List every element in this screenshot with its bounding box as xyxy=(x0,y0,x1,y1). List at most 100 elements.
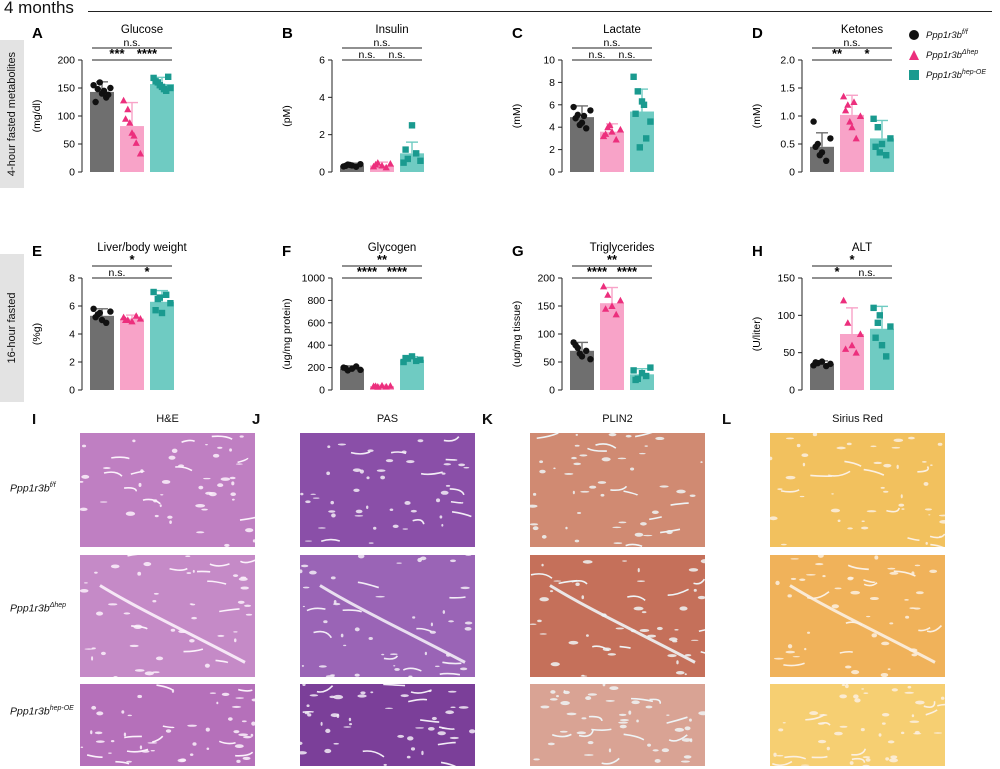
y-axis-label: (mM) xyxy=(751,104,763,129)
legend-item-dhep: Ppp1r3bΔhep xyxy=(908,48,978,62)
data-point xyxy=(372,382,380,389)
data-point xyxy=(576,121,583,129)
data-point xyxy=(96,79,104,86)
panel-letter: G xyxy=(512,243,524,260)
data-point xyxy=(638,98,646,105)
y-tick-label: 600 xyxy=(307,317,325,329)
y-tick-label: 100 xyxy=(777,310,795,322)
legend-circle-marker xyxy=(908,29,920,41)
data-point xyxy=(90,82,97,89)
histology-title-l: Sirius Red xyxy=(832,413,883,425)
legend-triangle-marker xyxy=(908,49,920,61)
data-point xyxy=(126,119,134,126)
significance-label: * xyxy=(834,264,840,279)
data-point xyxy=(372,160,380,168)
y-tick-label: 0 xyxy=(319,167,325,179)
panel-title: Glycogen xyxy=(368,242,417,254)
data-point xyxy=(852,349,860,356)
significance-label: n.s. xyxy=(359,49,376,61)
y-tick-label: 2 xyxy=(319,129,325,141)
y-tick-label: 0.5 xyxy=(780,139,795,151)
data-point xyxy=(580,112,588,120)
legend-label-dhep: Ppp1r3bΔhep xyxy=(926,48,979,62)
chart-panel-g: G Triglycerides (ug/mg tissue) 0 50 100 150 200… xyxy=(511,242,655,397)
y-tick-label: 0 xyxy=(549,167,555,179)
data-point xyxy=(167,300,174,307)
significance-label: n.s. xyxy=(124,37,141,49)
data-point xyxy=(887,323,894,330)
significance-label: ** xyxy=(377,252,388,267)
data-point xyxy=(604,291,612,298)
data-point xyxy=(630,367,637,374)
y-tick-label: 6 xyxy=(319,55,325,67)
histology-image-he-row-2 xyxy=(80,555,255,677)
histology-image-plin-row-1 xyxy=(530,433,705,547)
data-point xyxy=(132,312,140,319)
data-point xyxy=(576,350,583,357)
panel-title: Ketones xyxy=(841,24,883,36)
y-tick-label: 50 xyxy=(63,139,75,151)
bar-Δhep xyxy=(600,303,624,390)
data-point xyxy=(876,149,883,156)
data-point xyxy=(122,316,130,323)
data-point xyxy=(107,84,114,92)
data-point xyxy=(827,360,834,368)
data-point xyxy=(634,88,641,95)
data-point xyxy=(876,312,883,319)
data-point xyxy=(346,161,353,169)
data-point xyxy=(856,112,864,119)
bar-Δhep xyxy=(370,165,394,172)
data-point xyxy=(94,85,102,93)
y-tick-label: 1.0 xyxy=(780,111,795,123)
legend-label-ff: Ppp1r3bf/f xyxy=(926,28,968,42)
panel-letter: A xyxy=(32,25,43,42)
bar-hep-OE xyxy=(150,84,174,172)
data-point xyxy=(883,353,890,360)
histology-title-i: H&E xyxy=(156,413,179,425)
data-point xyxy=(818,358,826,365)
figure-header: 4 months xyxy=(0,0,1000,20)
data-point xyxy=(844,319,852,326)
panel-letter: B xyxy=(282,25,293,42)
data-point xyxy=(152,78,159,85)
data-point xyxy=(850,98,858,105)
data-point xyxy=(616,125,624,133)
y-tick-label: 100 xyxy=(537,329,555,341)
histology-image-sirius-row-1 xyxy=(770,433,945,547)
chart-panel-h: H ALT (U/liter) 0 50 100 150 * * n.s. xyxy=(751,242,894,397)
data-point xyxy=(870,304,877,312)
legend-square-marker xyxy=(908,69,920,81)
significance-label: **** xyxy=(387,264,408,279)
histology-image-sirius-row-3 xyxy=(770,684,945,766)
data-point xyxy=(587,107,594,114)
data-point xyxy=(136,149,144,157)
data-point xyxy=(570,103,577,111)
data-point xyxy=(842,345,850,352)
data-point xyxy=(417,356,424,363)
data-point xyxy=(883,152,890,159)
data-point xyxy=(587,356,594,363)
y-axis-label: (ug/mg protein) xyxy=(281,298,293,369)
data-point xyxy=(640,101,648,108)
data-point xyxy=(810,118,817,125)
panel-letter: H xyxy=(752,243,763,260)
data-point xyxy=(840,296,848,304)
data-point xyxy=(636,144,643,151)
data-point xyxy=(856,330,864,337)
data-point xyxy=(583,125,590,132)
chart-panel-d: D Ketones(mM)00.51.01.52.0n.s.** * xyxy=(751,24,894,179)
y-tick-label: 0 xyxy=(789,385,795,397)
significance-label: n.s. xyxy=(589,49,606,61)
data-point xyxy=(132,139,140,146)
data-point xyxy=(130,132,138,139)
data-point xyxy=(600,282,608,290)
row-label-fasted: 16-hour fasted xyxy=(0,254,24,402)
legend-label-hepoe: Ppp1r3bhep-OE xyxy=(926,68,987,82)
data-point xyxy=(386,382,394,389)
data-point xyxy=(638,370,646,377)
significance-label: **** xyxy=(137,46,158,61)
data-point xyxy=(647,118,654,125)
y-axis-label: (mM) xyxy=(511,104,523,129)
significance-label: n.s. xyxy=(604,37,621,49)
